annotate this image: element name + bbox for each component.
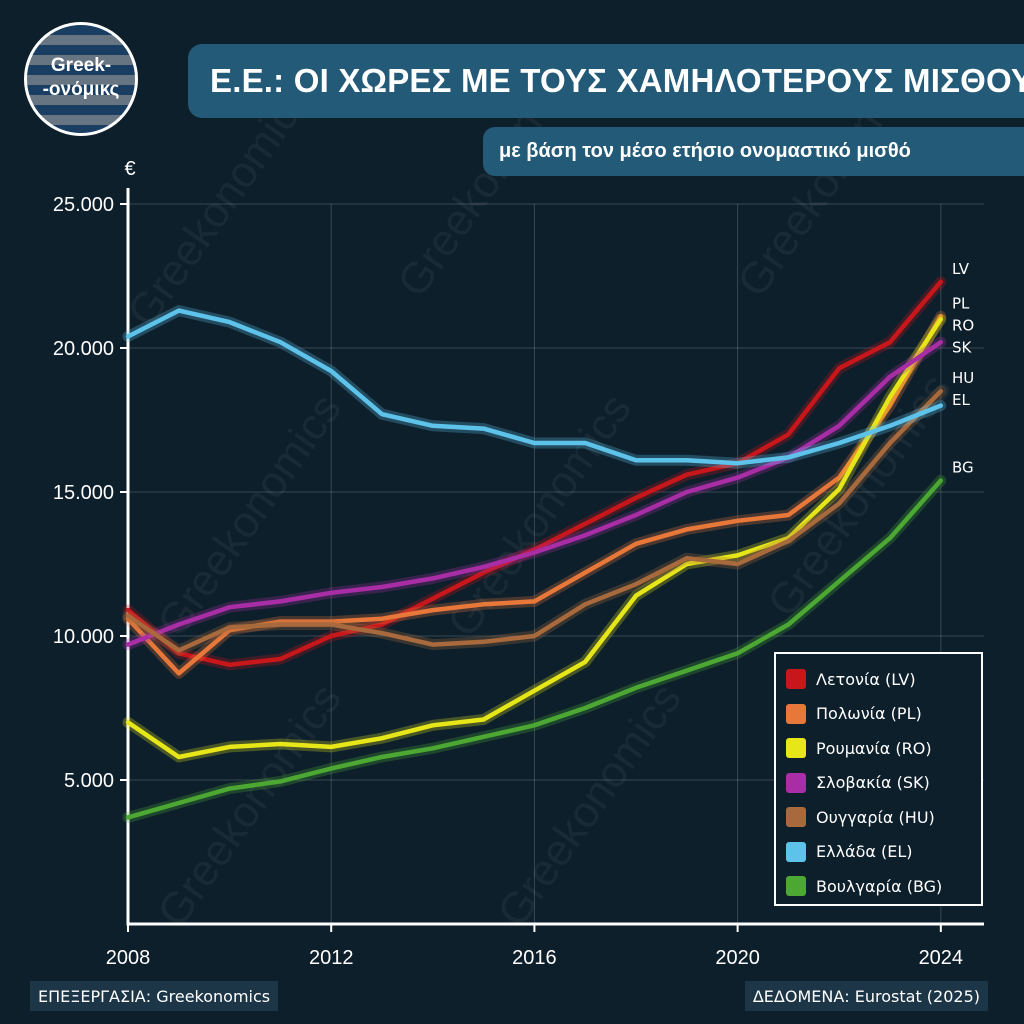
end-label-hu: HU (952, 369, 974, 387)
x-tick-label: 2024 (919, 947, 964, 969)
legend-label: Λετονία (LV) (816, 669, 916, 689)
x-tick-label: 2012 (309, 947, 354, 969)
chart-legend: Λετονία (LV) Πολωνία (PL) Ρουμανία (RO) Σλο… (774, 652, 983, 906)
y-tick-label: 5.000 (64, 770, 114, 792)
x-tick-label: 2020 (715, 947, 760, 969)
series-end-labels: LV PL RO SK HU EL BG (952, 260, 974, 477)
legend-swatch (786, 841, 806, 862)
series-line-lv (125, 279, 944, 668)
legend-item-pl: Πολωνία (PL) (786, 697, 981, 732)
legend-swatch (786, 772, 806, 793)
series-line-ro (125, 316, 944, 760)
legend-swatch (786, 876, 806, 897)
x-tick-label: 2016 (512, 947, 557, 969)
y-tick-label: 25.000 (53, 194, 114, 216)
series-line-hu (125, 388, 944, 653)
subtitle-banner: με βάση τον μέσο ετήσιο ονομαστικό μισθό (483, 127, 1024, 176)
y-tick-label: 20.000 (53, 338, 114, 360)
end-label-ro: RO (952, 316, 974, 334)
y-tick-label: 10.000 (53, 626, 114, 648)
legend-label: Βουλγαρία (BG) (816, 876, 943, 896)
end-label-bg: BG (952, 458, 974, 476)
logo-text-line2: -ονόμικς (42, 79, 120, 100)
chart-title: Ε.Ε.: ΟΙ ΧΩΡΕΣ ΜΕ ΤΟΥΣ ΧΑΜΗΛΟΤΕΡΟΥΣ ΜΙΣΘ… (210, 62, 1024, 99)
y-axis-label: € (124, 158, 135, 180)
legend-label: Πολωνία (PL) (816, 704, 922, 724)
end-label-lv: LV (952, 260, 970, 278)
legend-label: Ρουμανία (RO) (816, 738, 932, 758)
chart-subtitle: με βάση τον μέσο ετήσιο ονομαστικό μισθό (499, 140, 911, 162)
legend-label: Σλοβακία (SK) (816, 773, 930, 793)
series-line-sk (125, 339, 944, 647)
legend-swatch (786, 738, 806, 759)
legend-label: Ελλάδα (EL) (816, 842, 913, 862)
end-label-el: EL (952, 391, 970, 409)
watermark-text: Greekonomics (488, 675, 691, 935)
series-line-el (125, 308, 944, 466)
series-line-bg (125, 478, 944, 820)
end-label-sk: SK (952, 338, 973, 356)
y-tick-label: 15.000 (53, 482, 114, 504)
series-lines (122, 276, 947, 823)
tick-labels: 5.000 10.000 15.000 20.000 25.000 2008 2012 201… (53, 158, 963, 969)
axes (120, 188, 984, 932)
title-banner: Ε.Ε.: ΟΙ ΧΩΡΕΣ ΜΕ ΤΟΥΣ ΧΑΜΗΛΟΤΕΡΟΥΣ ΜΙΣΘ… (188, 44, 1024, 118)
legend-item-bg: Βουλγαρία (BG) (786, 869, 981, 904)
legend-item-ro: Ρουμανία (RO) (786, 731, 981, 766)
legend-swatch (786, 669, 806, 690)
footer-source: ΔΕΔΟΜΕΝΑ: Eurostat (2025) (744, 981, 988, 1011)
greekonomics-logo: Greek- -ονόμικς (24, 22, 138, 136)
end-label-pl: PL (952, 294, 970, 312)
logo-text-line1: Greek- (50, 55, 112, 76)
legend-label: Ουγγαρία (HU) (816, 807, 935, 827)
x-tick-label: 2008 (106, 947, 151, 969)
legend-item-el: Ελλάδα (EL) (786, 835, 981, 870)
legend-swatch (786, 807, 806, 828)
legend-swatch (786, 703, 806, 724)
footer-credit: ΕΠΕΞΕΡΓΑΣΙΑ: Greekonomics (30, 981, 279, 1011)
legend-item-lv: Λετονία (LV) (786, 662, 981, 697)
legend-item-hu: Ουγγαρία (HU) (786, 800, 981, 835)
legend-item-sk: Σλοβακία (SK) (786, 766, 981, 801)
